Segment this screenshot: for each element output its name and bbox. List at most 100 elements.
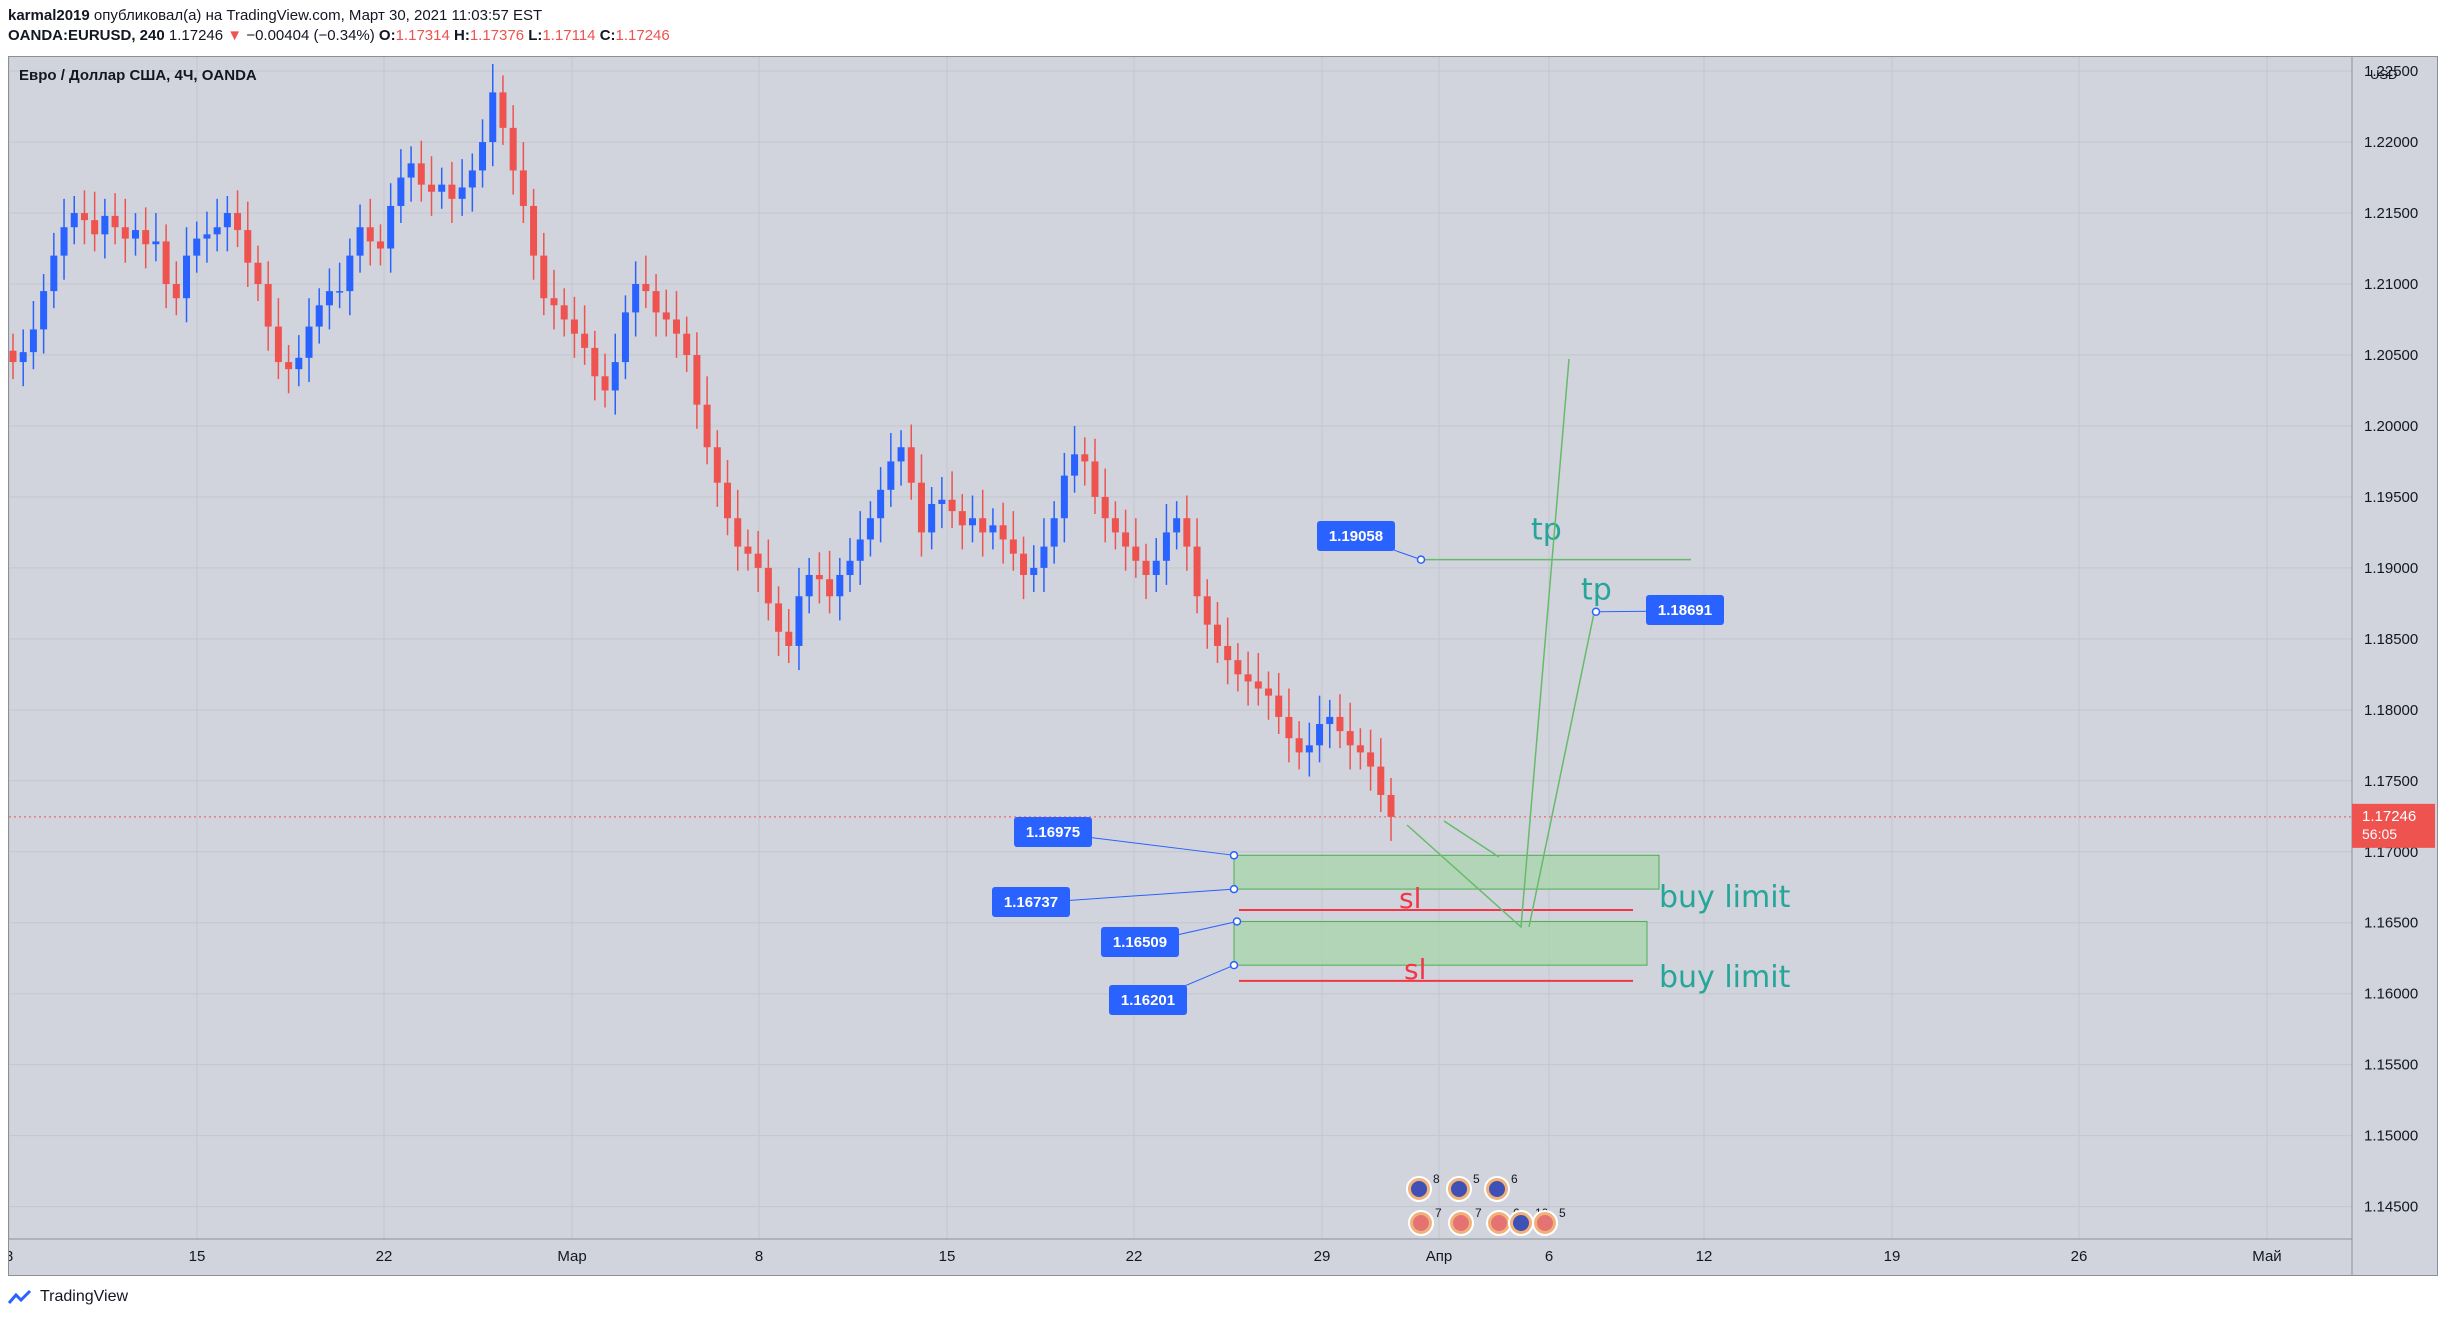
- candle-body: [938, 499, 946, 505]
- candle-body: [1152, 560, 1160, 575]
- projection-path: [1528, 612, 1595, 928]
- price-tick-label: 1.18500: [2364, 631, 2418, 648]
- candle-body: [325, 291, 333, 306]
- candle-body: [856, 539, 864, 561]
- chart-frame[interactable]: 1.14500 1.15000 1.15500 1.16000 1.16500 1.170…: [8, 56, 2438, 1276]
- candle-body: [479, 142, 487, 171]
- candle-body: [530, 205, 538, 256]
- publisher-name[interactable]: karmal2019: [8, 7, 90, 24]
- candle-body: [152, 241, 160, 245]
- price-label-box[interactable]: [992, 887, 1070, 917]
- candle-body: [172, 284, 180, 299]
- buy-limit-label: buy limit: [1659, 880, 1791, 915]
- publish-text: опубликовал(а) на TradingView.com, Март …: [93, 7, 543, 24]
- brand-name[interactable]: TradingView: [40, 1288, 129, 1305]
- take-profit-label: tp: [1531, 513, 1562, 548]
- time-tick-label: 8: [9, 1248, 13, 1265]
- price-tick-label: 1.22000: [2364, 134, 2418, 151]
- candle-body: [203, 234, 211, 239]
- anchor-point[interactable]: [1229, 851, 1239, 860]
- price-label-box[interactable]: [1646, 595, 1724, 625]
- candle-body: [509, 127, 517, 171]
- time-tick-label: 8: [755, 1248, 763, 1265]
- price-tick-label: 1.19500: [2364, 489, 2418, 506]
- candle-body: [591, 347, 599, 377]
- anchor-point[interactable]: [1232, 917, 1242, 926]
- candle-body: [428, 184, 436, 192]
- candle-body: [958, 511, 966, 526]
- candle-body: [754, 553, 762, 568]
- candle-body: [111, 215, 119, 228]
- candle-body: [234, 213, 242, 231]
- candle-body: [131, 230, 139, 239]
- ohlc-line: OANDA:EURUSD, 240 1.17246 ▼ −0.00404 (−0…: [8, 26, 670, 46]
- price-label-box[interactable]: [1317, 521, 1395, 551]
- low-label: L:: [528, 27, 543, 44]
- candle-body: [540, 255, 548, 299]
- price-label-text: 1.16975: [1026, 824, 1080, 841]
- event-count: 7: [1435, 1206, 1442, 1220]
- flag-icon: [1513, 1215, 1529, 1231]
- candle-body: [999, 525, 1007, 540]
- candle-body: [744, 546, 752, 554]
- price-change: −0.00404 (−0.34%): [246, 27, 375, 44]
- candle-body: [907, 447, 915, 483]
- footer-brand: TradingView: [8, 1288, 128, 1306]
- time-tick-label: 15: [189, 1248, 206, 1265]
- candle-body: [244, 230, 252, 263]
- buy-limit-zone[interactable]: [1233, 920, 1648, 966]
- candle-body: [877, 489, 885, 519]
- candle-body: [550, 298, 558, 306]
- last-price: 1.17246: [168, 27, 224, 44]
- candle-body: [468, 170, 476, 188]
- candle-body: [795, 596, 803, 646]
- open-label: O:: [378, 27, 396, 44]
- anchor-point[interactable]: [1591, 607, 1601, 616]
- candle-body: [142, 230, 150, 245]
- price-tick-label: 1.20000: [2364, 418, 2418, 435]
- current-price-badge: [2352, 803, 2435, 848]
- candle-body: [846, 560, 854, 575]
- candle-body: [979, 518, 987, 533]
- publish-header: karmal2019 опубликовал(а) на TradingView…: [8, 6, 670, 46]
- candle-body: [50, 255, 58, 292]
- candle-body: [1305, 745, 1313, 753]
- price-tick-label: 1.16500: [2364, 915, 2418, 932]
- high-value: 1.17376: [469, 27, 525, 44]
- candle-body: [1275, 695, 1283, 717]
- price-label-text: 1.16201: [1121, 992, 1175, 1009]
- candle-body: [826, 579, 834, 597]
- candle-body: [1101, 496, 1109, 519]
- candle-body: [1234, 660, 1242, 675]
- open-value: 1.17314: [395, 27, 450, 44]
- candle-body: [448, 184, 456, 199]
- price-axis[interactable]: [2352, 57, 2437, 1275]
- candle-body: [397, 177, 405, 206]
- candle-body: [1377, 766, 1385, 795]
- anchor-point[interactable]: [1229, 884, 1239, 894]
- candle-body: [897, 447, 905, 462]
- symbol-title: Евро / Доллар США, 4Ч, OANDA: [19, 67, 257, 84]
- anchor-point[interactable]: [1416, 555, 1426, 564]
- candle-body: [989, 525, 997, 533]
- price-label-box[interactable]: [1101, 927, 1179, 957]
- candle-body: [417, 163, 425, 185]
- candle-body: [101, 215, 109, 235]
- candle-body: [366, 227, 374, 242]
- candle-body: [1060, 475, 1068, 519]
- candle-body: [1081, 454, 1089, 462]
- candle-body: [40, 291, 48, 330]
- price-chart[interactable]: 1.14500 1.15000 1.15500 1.16000 1.16500 1.170…: [9, 57, 2437, 1275]
- candle-body: [1162, 532, 1170, 561]
- candle-body: [1265, 688, 1273, 696]
- time-tick-label: 22: [376, 1248, 393, 1265]
- candle-body: [193, 238, 201, 256]
- candle-body: [1132, 546, 1140, 561]
- event-count: 6: [1511, 1172, 1518, 1186]
- price-label-box[interactable]: [1109, 985, 1187, 1015]
- anchor-point[interactable]: [1229, 960, 1239, 970]
- price-tick-label: 1.16000: [2364, 986, 2418, 1003]
- price-label-box[interactable]: [1014, 817, 1092, 847]
- candle-body: [29, 329, 37, 353]
- publish-line: karmal2019 опубликовал(а) на TradingView…: [8, 6, 670, 26]
